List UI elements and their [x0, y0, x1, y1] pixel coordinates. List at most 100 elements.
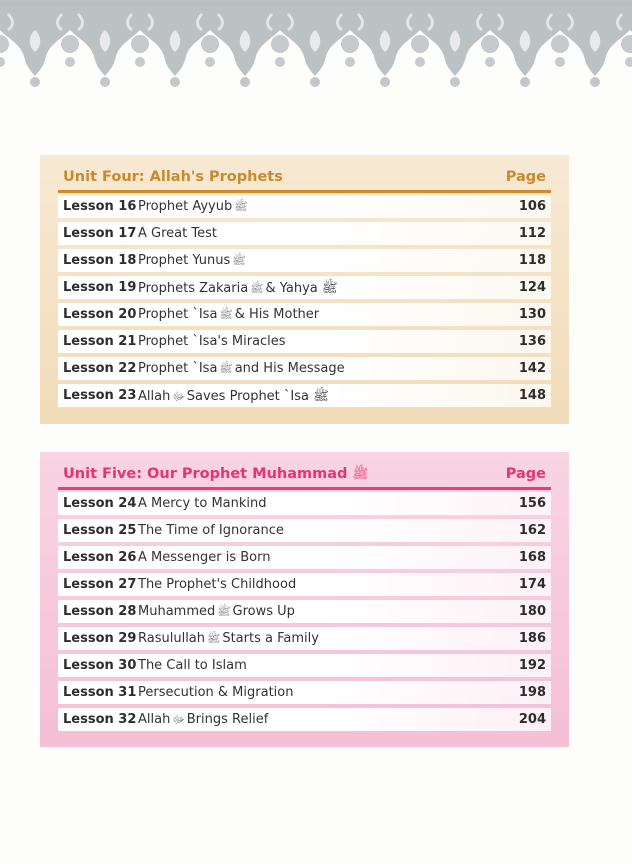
lesson-row[interactable]: Lesson 30 The Call to Islam 192 — [58, 654, 551, 677]
lesson-row[interactable]: Lesson 21 Prophet `Isa's Miracles 136 — [58, 330, 551, 353]
page-number: 174 — [518, 577, 546, 592]
lesson-title: Muhammed ﷺ Grows Up — [138, 604, 295, 621]
lesson-row[interactable]: Lesson 22 Prophet `Isa ﷺ and His Message 1… — [58, 357, 551, 380]
lesson-number: Lesson 17 — [63, 226, 137, 241]
lesson-number: Lesson 28 — [63, 604, 137, 619]
page-number: 124 — [518, 280, 546, 295]
unit-title: Unit Five: Our Prophet Muhammad — [63, 466, 348, 482]
lesson-row[interactable]: Lesson 27 The Prophet's Childhood 174 — [58, 573, 551, 596]
page-number: 156 — [518, 496, 546, 511]
lesson-title-suffix: Starts a Family — [222, 631, 319, 646]
lesson-title-text: The Call to Islam — [138, 658, 247, 673]
lesson-title: The Call to Islam — [138, 658, 251, 673]
lesson-title: The Prophet's Childhood — [138, 577, 300, 592]
page-column-header: Page — [505, 169, 546, 185]
honorific-glyph: ﷺ — [234, 200, 248, 213]
lesson-title-suffix: Saves Prophet `Isa ﷺ — [186, 389, 329, 404]
lesson-number: Lesson 29 — [63, 631, 137, 646]
honorific-glyph: ﷻ — [172, 713, 185, 726]
lesson-number: Lesson 18 — [63, 253, 137, 268]
unit-four-section: Unit Four: Allah's Prophets Page Lesson … — [40, 155, 569, 424]
unit-title: Unit Four: Allah's Prophets — [63, 169, 283, 185]
page-number: 186 — [518, 631, 546, 646]
lesson-number: Lesson 27 — [63, 577, 137, 592]
honorific-glyph: ﷺ — [219, 308, 233, 321]
page-number: 112 — [518, 226, 546, 241]
lesson-title: Persecution & Migration — [138, 685, 297, 700]
page-number: 106 — [518, 199, 546, 214]
lesson-title: Prophet `Isa's Miracles — [138, 334, 290, 349]
lesson-title-text: Allah — [138, 712, 171, 727]
ornamental-border — [0, 0, 632, 92]
lesson-title: Prophet `Isa ﷺ & His Mother — [138, 307, 319, 324]
lesson-number: Lesson 26 — [63, 550, 137, 565]
lesson-title-suffix: Brings Relief — [186, 712, 269, 727]
lesson-number: Lesson 25 — [63, 523, 137, 538]
header-divider — [58, 487, 551, 490]
lesson-title-text: Prophet `Isa — [138, 361, 218, 376]
honorific-glyph: ﷺ — [232, 254, 246, 267]
lesson-number: Lesson 24 — [63, 496, 137, 511]
page-number: 162 — [518, 523, 546, 538]
lesson-title-text: Prophet `Isa — [138, 307, 218, 322]
lesson-row[interactable]: Lesson 17 A Great Test 112 — [58, 222, 551, 245]
lesson-title-suffix: & Yahya ﷺ — [265, 281, 338, 296]
unit-header: Unit Five: Our Prophet Muhammad ﷺ Page — [59, 464, 550, 488]
unit-header: Unit Four: Allah's Prophets Page — [59, 167, 550, 191]
page-number: 148 — [518, 388, 546, 403]
page-column-header: Page — [505, 466, 546, 482]
page-number: 192 — [518, 658, 546, 673]
lesson-number: Lesson 19 — [63, 280, 137, 295]
page-number: 142 — [518, 361, 546, 376]
lesson-row[interactable]: Lesson 19 Prophets Zakaria ﷺ & Yahya ﷺ 124 — [58, 276, 551, 299]
lesson-title-text: Prophet Ayyub — [138, 199, 233, 214]
lesson-list: Lesson 16 Prophet Ayyub ﷺ 106 Lesson 17 A … — [58, 195, 551, 411]
lesson-row[interactable]: Lesson 29 Rasulullah ﷺ Starts a Family 186 — [58, 627, 551, 650]
lesson-title-text: The Prophet's Childhood — [138, 577, 297, 592]
lesson-list: Lesson 24 A Mercy to Mankind 156 Lesson 2… — [58, 492, 551, 735]
lesson-title-suffix: and His Message — [234, 361, 345, 376]
lesson-title-text: Allah — [138, 389, 171, 404]
lesson-title: Prophet Yunus ﷺ — [138, 253, 248, 270]
unit-five-section: Unit Five: Our Prophet Muhammad ﷺ Page L… — [40, 452, 569, 747]
page-number: 180 — [518, 604, 546, 619]
lesson-title: A Great Test — [138, 226, 221, 241]
lesson-title-text: Muhammed — [138, 604, 216, 619]
lesson-title-text: The Time of Ignorance — [138, 523, 284, 538]
page-number: 204 — [518, 712, 546, 727]
lesson-title-text: A Great Test — [138, 226, 217, 241]
lesson-title: Allah ﷻ Brings Relief — [138, 712, 268, 729]
lesson-row[interactable]: Lesson 32 Allah ﷻ Brings Relief 204 — [58, 708, 551, 731]
lesson-number: Lesson 22 — [63, 361, 137, 376]
lesson-title-suffix: Grows Up — [232, 604, 295, 619]
lesson-title-text: A Mercy to Mankind — [138, 496, 267, 511]
lesson-number: Lesson 30 — [63, 658, 137, 673]
honorific-glyph: ﷺ — [217, 605, 231, 618]
lesson-row[interactable]: Lesson 18 Prophet Yunus ﷺ 118 — [58, 249, 551, 272]
page-number: 168 — [518, 550, 546, 565]
lesson-row[interactable]: Lesson 20 Prophet `Isa ﷺ & His Mother 130 — [58, 303, 551, 326]
lesson-row[interactable]: Lesson 25 The Time of Ignorance 162 — [58, 519, 551, 542]
honorific-glyph: ﷺ — [250, 282, 264, 295]
honorific-glyph: ﷺ — [207, 632, 221, 645]
honorific-glyph: ﷺ — [352, 467, 369, 482]
lesson-title-text: A Messenger is Born — [138, 550, 271, 565]
lesson-row[interactable]: Lesson 24 A Mercy to Mankind 156 — [58, 492, 551, 515]
lesson-row[interactable]: Lesson 28 Muhammed ﷺ Grows Up 180 — [58, 600, 551, 623]
lesson-row[interactable]: Lesson 23 Allah ﷻ Saves Prophet `Isa ﷺ 148 — [58, 384, 551, 407]
lesson-row[interactable]: Lesson 16 Prophet Ayyub ﷺ 106 — [58, 195, 551, 218]
lesson-title-text: Rasulullah — [138, 631, 206, 646]
lesson-title: Prophet Ayyub ﷺ — [138, 199, 250, 216]
lesson-number: Lesson 21 — [63, 334, 137, 349]
lesson-number: Lesson 16 — [63, 199, 137, 214]
lesson-title-text: Prophets Zakaria — [138, 281, 249, 296]
header-divider — [58, 190, 551, 193]
lesson-row[interactable]: Lesson 31 Persecution & Migration 198 — [58, 681, 551, 704]
lesson-number: Lesson 23 — [63, 388, 137, 403]
lesson-row[interactable]: Lesson 26 A Messenger is Born 168 — [58, 546, 551, 569]
lesson-number: Lesson 20 — [63, 307, 137, 322]
page-number: 118 — [518, 253, 546, 268]
lesson-title-text: Prophet `Isa's Miracles — [138, 334, 286, 349]
page-number: 198 — [518, 685, 546, 700]
lesson-title-text: Prophet Yunus — [138, 253, 231, 268]
